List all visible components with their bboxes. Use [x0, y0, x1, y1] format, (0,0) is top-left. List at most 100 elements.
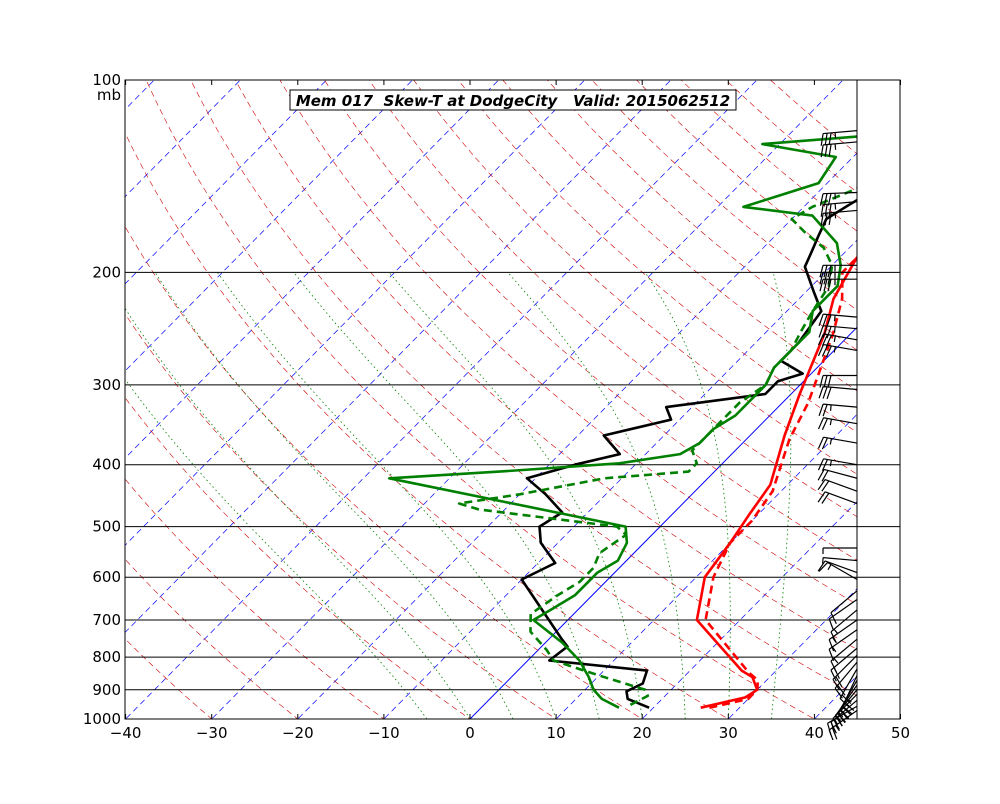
chart-title: Mem 017 Skew-T at DodgeCity Valid: 20150…: [296, 92, 730, 110]
wind-barb-half-flag: [828, 565, 831, 570]
moist-adiabat-line: [508, 272, 685, 719]
pressure-tick-label: 400: [92, 456, 121, 474]
pressure-tick-label: 600: [92, 568, 121, 586]
wind-barb-flag: [820, 375, 823, 387]
isotherm-line: [543, 66, 1000, 733]
dry-adiabat-line: [0, 80, 228, 733]
wind-barb-half-flag: [835, 315, 836, 321]
wind-barb-flag: [827, 387, 831, 399]
wind-barb-staff: [823, 326, 857, 329]
wind-barb-staff: [823, 131, 857, 134]
wind-barb-staff: [823, 193, 857, 194]
wind-barb: [818, 418, 857, 430]
dry-adiabat-line: [770, 80, 1000, 733]
wind-barb-half-flag: [830, 460, 831, 466]
x-tick-label: 10: [547, 724, 566, 742]
wind-barb: [819, 314, 857, 326]
wind-barb-half-flag: [834, 336, 835, 342]
pressure-tick-label: 200: [92, 263, 121, 281]
wind-barb-half-flag: [835, 144, 836, 150]
wind-barb-half-flag: [823, 558, 824, 564]
wind-barb-flag: [822, 345, 827, 356]
x-tick-label: 30: [719, 724, 738, 742]
wind-barb-half-flag: [834, 629, 838, 634]
wind-barb-half-flag: [830, 419, 831, 425]
dry-adiabat-line: [235, 80, 1000, 733]
wind-barb-half-flag: [835, 327, 836, 333]
wind-barb-half-flag: [831, 405, 832, 411]
dry-adiabat-line: [0, 80, 490, 733]
isotherm-line: [284, 66, 943, 733]
dry-adiabat-line: [102, 80, 752, 733]
moist-adiabat-line: [155, 272, 513, 719]
wind-barb-staff: [823, 558, 857, 561]
dry-adiabat-line: [458, 80, 1000, 733]
wind-barb: [821, 210, 857, 225]
wind-barb: [818, 492, 857, 504]
dry-adiabat-line: [57, 80, 664, 733]
isotherm-line: [0, 66, 599, 733]
isotherm-line: [0, 66, 82, 733]
axes-frame: [125, 80, 900, 719]
wind-barb-flag: [823, 387, 827, 399]
wind-barb-half-flag: [835, 204, 836, 210]
dry-adiabat-line: [0, 80, 402, 733]
sounding-line-parcel-solid: [697, 80, 1000, 708]
isotherm-line: [0, 66, 254, 733]
wind-barb-flag: [819, 314, 823, 326]
wind-barb: [823, 548, 857, 554]
pressure-tick-label: 500: [92, 518, 121, 536]
sounding-line-dewpoint-solid: [389, 80, 1000, 708]
wind-barb: [819, 404, 857, 416]
isotherm-line: [0, 66, 340, 733]
wind-barb-staff: [824, 459, 857, 465]
wind-barb-flag: [829, 144, 831, 156]
isobar-lines: [125, 272, 900, 689]
x-tick-label: −30: [196, 724, 228, 742]
dry-adiabat-line: [280, 80, 1000, 733]
wind-barb-flag: [819, 404, 823, 416]
moist-adiabat-line: [645, 272, 730, 719]
dry-adiabat-line: [369, 80, 1000, 733]
wind-barb-half-flag: [834, 347, 835, 353]
wind-barb-half-flag: [835, 133, 836, 139]
pressure-tick-label: 1000: [83, 710, 121, 728]
wind-barb-flag: [822, 438, 827, 449]
sounding-lines: [389, 80, 1000, 708]
dry-adiabat-line: [547, 80, 1000, 733]
wind-barb: [818, 469, 857, 481]
background-grid: [0, 66, 1000, 733]
wind-barb: [831, 591, 857, 624]
dry-adiabat-line: [503, 80, 1000, 733]
wind-barb-half-flag: [834, 658, 838, 663]
pressure-unit-label: mb: [97, 86, 121, 104]
wind-barb-flag: [818, 437, 823, 448]
isotherm-line: [198, 66, 857, 733]
x-tick-label: 40: [805, 724, 824, 742]
wind-barb-staff: [824, 418, 857, 424]
wind-barb-staff: [823, 404, 857, 407]
pressure-tick-label: 800: [92, 648, 121, 666]
wind-barb: [818, 480, 857, 492]
wind-barb-flag: [828, 375, 831, 387]
pressure-tick-label: 900: [92, 681, 121, 699]
wind-barb-staff: [823, 142, 857, 145]
isotherm-line: [887, 66, 1000, 733]
isotherm-line: [629, 66, 1000, 733]
dry-adiabat-line: [12, 80, 577, 733]
wind-barb: [829, 630, 857, 661]
sounding-line-dewpoint-dashed: [459, 80, 1000, 705]
x-tick-label: 20: [633, 724, 652, 742]
dry-adiabat-line: [726, 80, 1000, 733]
wind-barb-flag: [824, 375, 827, 387]
x-tick-label: 50: [891, 724, 910, 742]
wind-barb: [829, 599, 857, 630]
wind-barb: [833, 694, 857, 729]
sounding-line-temperature-solid: [522, 80, 1000, 708]
isotherm-line: [0, 66, 168, 733]
wind-barb: [819, 387, 857, 399]
dry-adiabat-line: [414, 80, 1000, 733]
isotherm-line: [371, 66, 1000, 733]
